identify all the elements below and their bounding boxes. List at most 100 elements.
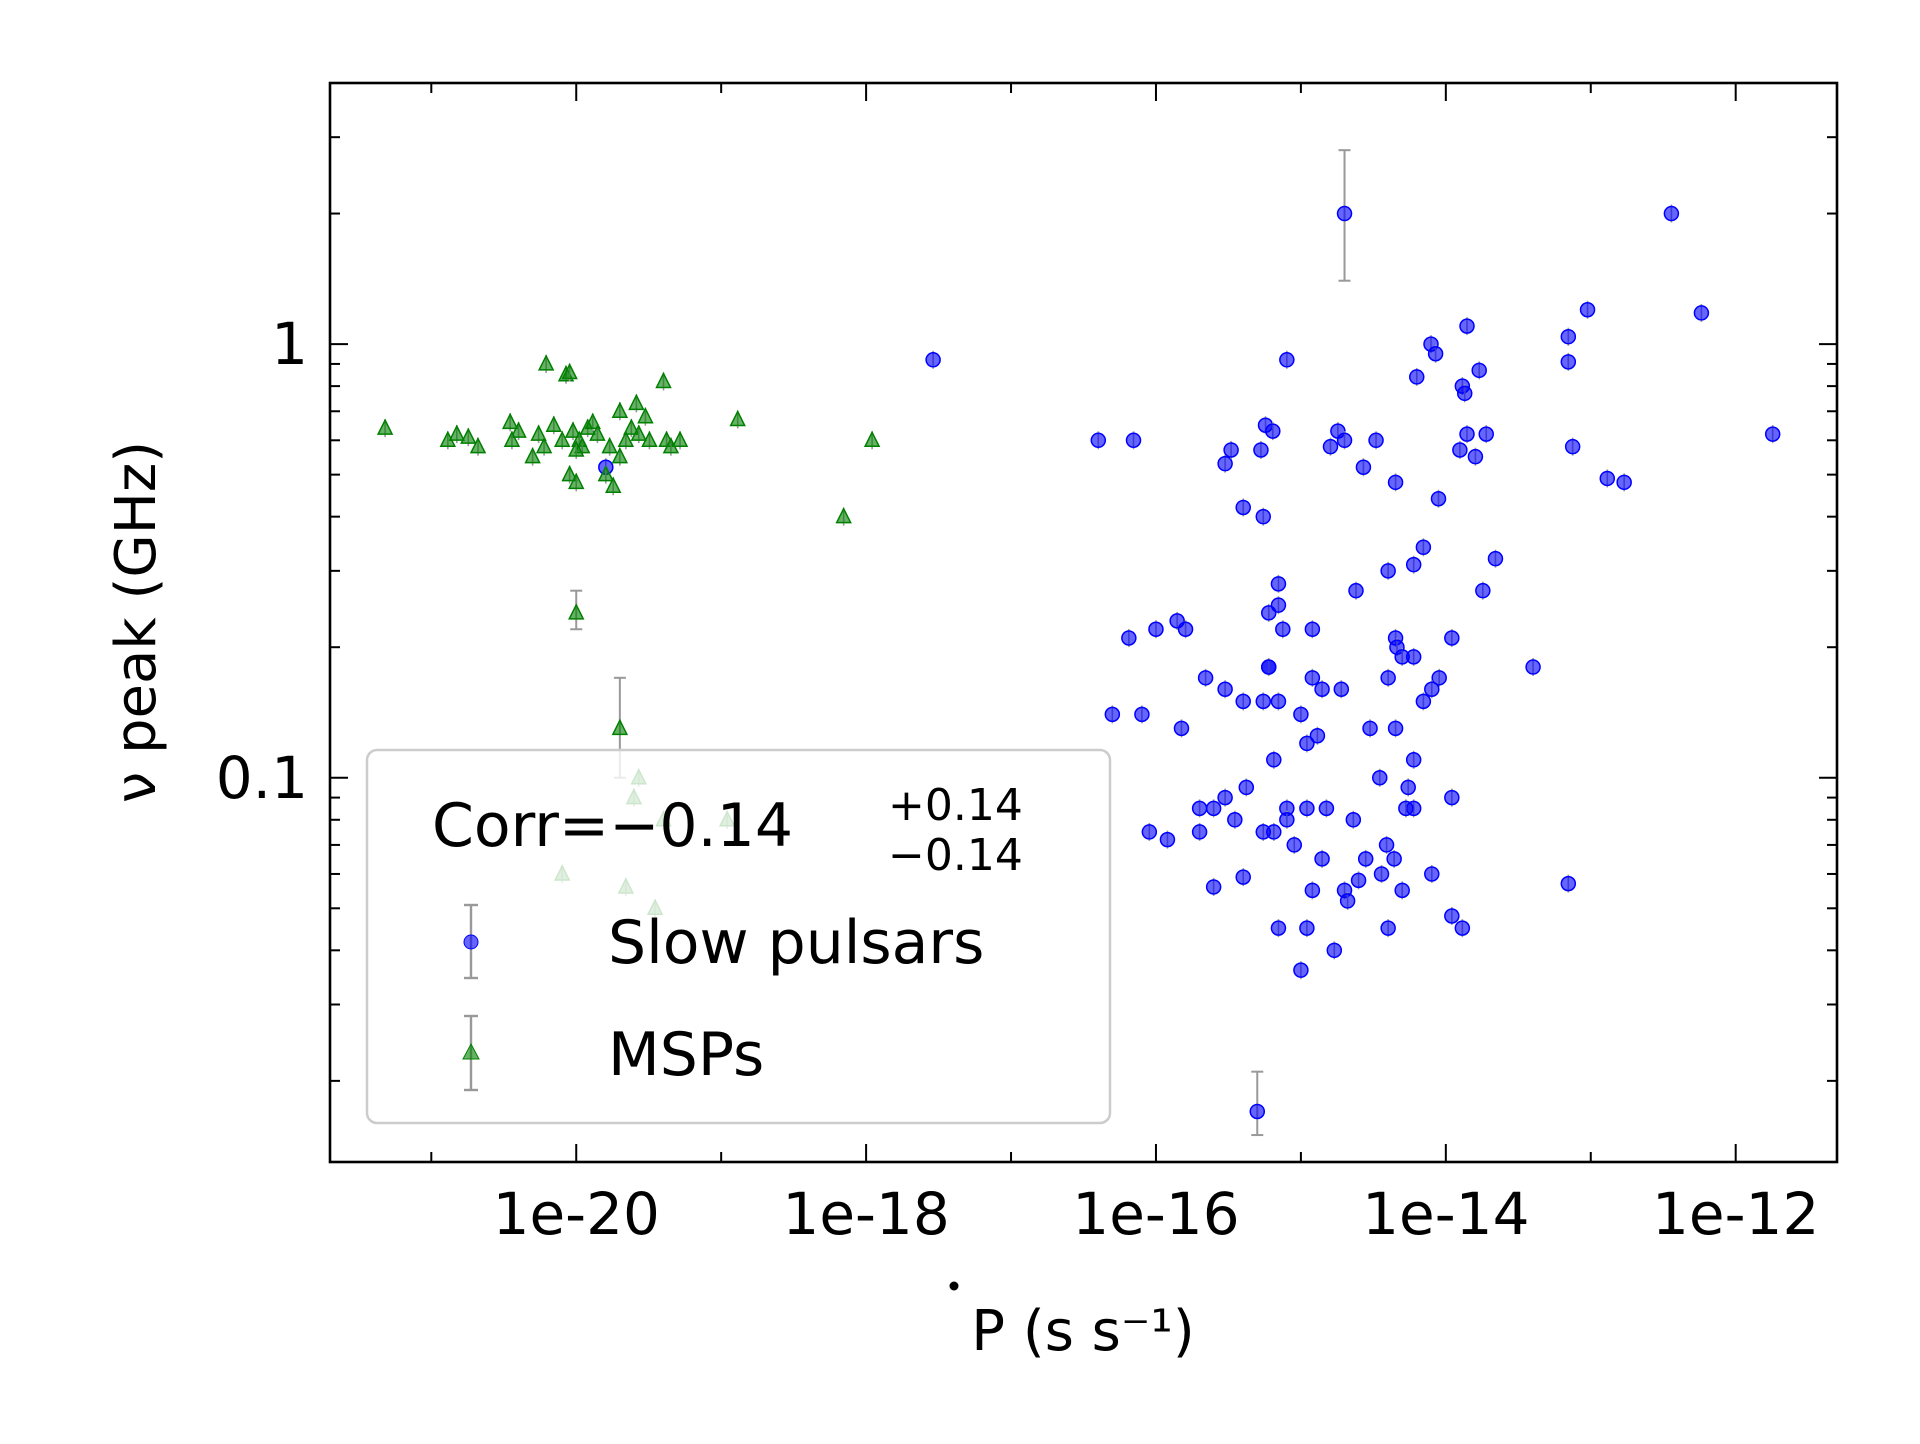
slow-pulsar-point <box>1454 920 1471 936</box>
slow-pulsar-point <box>1279 352 1295 368</box>
msp-point <box>535 437 553 454</box>
slow-pulsar-point <box>1456 385 1473 402</box>
slow-pulsar-point <box>1430 490 1447 507</box>
x-axis-label: P (s s⁻¹) <box>971 1299 1194 1364</box>
slow-pulsar-point <box>1235 869 1251 885</box>
slow-pulsar-point <box>1415 539 1432 556</box>
slow-pulsar-point <box>1266 824 1282 840</box>
slow-pulsar-point <box>1560 328 1577 345</box>
slow-pulsar-point <box>1387 474 1404 491</box>
slow-pulsar-point <box>1564 438 1581 455</box>
slow-pulsar-point <box>1227 812 1243 828</box>
slow-pulsar-point <box>1350 872 1367 889</box>
slow-pulsar-point <box>1177 621 1194 638</box>
axes-frame <box>328 81 1839 1164</box>
msp-point <box>601 437 618 454</box>
slow-pulsar-point <box>1293 962 1309 978</box>
msp-point <box>376 418 394 435</box>
msp-point <box>729 409 746 427</box>
slow-pulsar-point <box>1616 474 1632 491</box>
slow-pulsar-point <box>1173 720 1190 737</box>
msp-point <box>637 407 654 424</box>
msp-point <box>503 430 521 448</box>
slow-pulsar-point <box>1270 693 1287 710</box>
slow-pulsar-point <box>1304 670 1321 686</box>
slow-pulsar-point <box>1355 459 1372 475</box>
legend-marker-slow-pulsars <box>463 903 479 980</box>
slow-pulsar-point <box>1275 621 1291 638</box>
slow-pulsar-point <box>1693 305 1710 321</box>
msp-point <box>568 440 585 457</box>
msp-point <box>671 430 689 448</box>
slow-pulsar-point <box>1362 720 1378 737</box>
slow-pulsar-point <box>1459 318 1475 334</box>
slow-pulsar-point <box>1380 920 1396 936</box>
slow-pulsar-point <box>1475 582 1491 599</box>
slow-pulsar-point <box>1304 621 1321 638</box>
y-tick-label: 0.1 <box>216 744 308 812</box>
slow-pulsar-point <box>1125 432 1142 449</box>
x-tick-label: 1e-16 <box>1072 1180 1239 1248</box>
msp-point <box>460 427 477 444</box>
msp-point <box>553 430 571 448</box>
slow-pulsar-point <box>1249 1103 1266 1120</box>
slow-pulsar-point <box>1309 727 1326 744</box>
slow-pulsar-point <box>1380 563 1396 579</box>
slow-pulsar-point <box>1336 205 1353 222</box>
msp-point <box>630 424 647 441</box>
slow-pulsar-point <box>1357 851 1374 867</box>
slow-pulsar-point <box>1191 800 1208 817</box>
slow-pulsar-point <box>1104 706 1121 723</box>
slow-pulsar-point <box>1326 942 1343 959</box>
slow-pulsar-point <box>1255 693 1272 710</box>
slow-pulsar-point <box>1318 800 1335 817</box>
slow-pulsar-point <box>1424 681 1440 697</box>
x-tick-label: 1e-12 <box>1652 1180 1819 1248</box>
slow-pulsar-point <box>1197 670 1214 686</box>
slow-pulsar-point <box>1270 597 1287 613</box>
slow-pulsar-point <box>1299 800 1315 817</box>
slow-pulsar-point <box>1459 426 1475 442</box>
slow-pulsar-point <box>1279 812 1295 828</box>
msp-point <box>564 421 582 438</box>
x-tick-label: 1e-14 <box>1362 1180 1529 1248</box>
slow-pulsar-point <box>1148 621 1164 638</box>
slow-pulsar-point <box>1090 432 1107 449</box>
slow-pulsar-point <box>1333 681 1350 697</box>
slow-pulsar-point <box>1471 362 1487 379</box>
msp-point <box>863 430 881 448</box>
slow-pulsar-point <box>1235 499 1251 516</box>
x-axis-label-dot <box>949 1281 959 1291</box>
slow-pulsar-point <box>1444 908 1460 924</box>
slow-pulsar-point <box>1380 670 1396 686</box>
x-tick-label: 1e-18 <box>782 1180 949 1248</box>
msp-point <box>568 603 585 620</box>
slow-pulsar-point <box>1255 508 1272 525</box>
slow-pulsar-point <box>1560 354 1577 370</box>
slow-pulsar-point <box>1452 442 1468 458</box>
msp-point <box>584 412 601 430</box>
msp-point <box>530 424 547 441</box>
slow-pulsar-point <box>1599 470 1616 487</box>
slow-pulsar-point <box>1408 369 1425 385</box>
legend-box <box>365 748 1112 1125</box>
slow-pulsar-point <box>1415 693 1432 710</box>
slow-pulsar-point <box>1223 442 1239 458</box>
slow-pulsar-point <box>1121 630 1137 646</box>
msp-point <box>623 418 640 435</box>
slow-pulsar-point <box>1339 893 1356 909</box>
slow-pulsar-point <box>1467 448 1484 465</box>
slow-pulsar-point <box>1424 866 1440 882</box>
slow-pulsar-point <box>1286 837 1303 853</box>
slow-pulsar-point <box>1266 752 1282 768</box>
slow-pulsar-point <box>1205 879 1222 895</box>
slow-pulsar-point <box>1304 882 1321 899</box>
slow-pulsar-point <box>1427 346 1444 362</box>
slow-pulsar-point <box>1141 824 1158 840</box>
slow-pulsar-point <box>1560 875 1577 892</box>
msp-point <box>510 421 527 438</box>
y-tick-label: 1 <box>271 310 308 378</box>
x-axis: 1e-20 1e-18 1e-16 1e-14 1e-12 <box>430 83 1819 1248</box>
slow-pulsar-point <box>1205 800 1222 817</box>
